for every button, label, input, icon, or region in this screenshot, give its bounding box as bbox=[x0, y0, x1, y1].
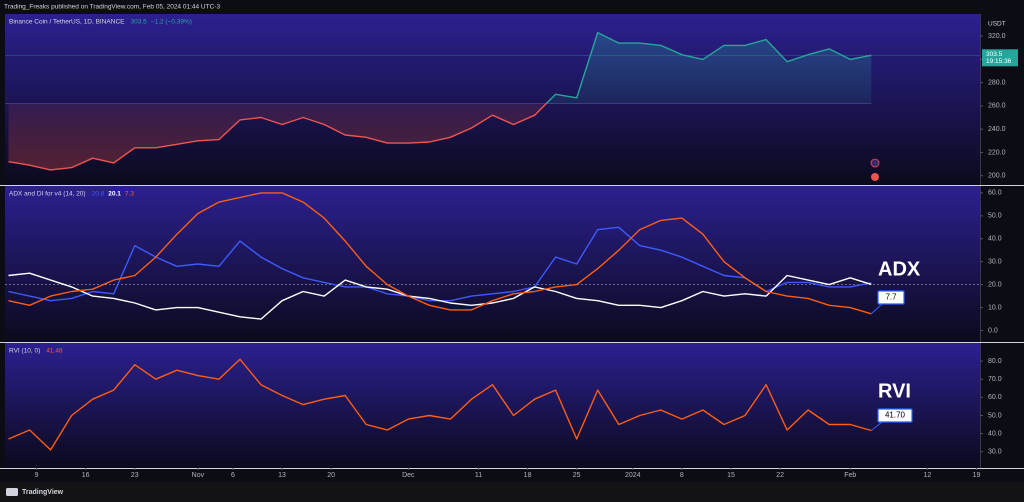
y-tick-label: 280.0 bbox=[988, 79, 1006, 86]
event-icon bbox=[870, 158, 880, 168]
currency-label: USDT bbox=[988, 21, 1006, 28]
x-tick-label: 16 bbox=[82, 472, 90, 479]
baseline-area bbox=[8, 32, 872, 170]
x-tick-label: Feb bbox=[844, 472, 856, 479]
y-tick-label: 30.0 bbox=[988, 449, 1002, 456]
x-tick-label: 20 bbox=[327, 472, 335, 479]
y-tick-label: 60.0 bbox=[988, 394, 1002, 401]
legend-value: 20.8 bbox=[92, 191, 105, 198]
logo bbox=[6, 488, 18, 496]
price-box bbox=[982, 49, 1018, 67]
y-tick-label: 220.0 bbox=[988, 149, 1006, 156]
y-tick-label: 320.0 bbox=[988, 33, 1006, 40]
x-tick-label: 2024 bbox=[625, 472, 641, 479]
x-tick-label: 22 bbox=[776, 472, 784, 479]
series-line bbox=[8, 358, 872, 451]
x-tick-label: 18 bbox=[524, 472, 532, 479]
x-tick-label: 9 bbox=[35, 472, 39, 479]
legend-title: Binance Coin / TetherUS, 1D, BINANCE bbox=[9, 19, 125, 26]
x-tick-label: 23 bbox=[131, 472, 139, 479]
panel-background bbox=[5, 186, 980, 342]
x-tick-label: 25 bbox=[573, 472, 581, 479]
legend-value: −1.2 (−0.39%) bbox=[151, 19, 192, 26]
y-tick-label: 50.0 bbox=[988, 412, 1002, 419]
y-tick-label: 70.0 bbox=[988, 376, 1002, 383]
x-tick-label: 11 bbox=[475, 472, 482, 479]
footer-brand: TradingView bbox=[22, 489, 64, 496]
header-title: Trading_Freaks published on TradingView.… bbox=[4, 4, 220, 11]
series-line bbox=[8, 192, 872, 315]
series-line bbox=[8, 272, 872, 320]
x-tick-label: Nov bbox=[192, 472, 205, 479]
y-tick-label: 30.0 bbox=[988, 259, 1002, 266]
y-tick-label: 260.0 bbox=[988, 103, 1006, 110]
legend-value: 20.1 bbox=[108, 191, 121, 198]
x-tick-label: 8 bbox=[680, 472, 684, 479]
y-tick-label: 10.0 bbox=[988, 304, 1002, 311]
annotation-box bbox=[877, 408, 913, 423]
panel-background bbox=[5, 343, 980, 468]
x-tick-label: 19 bbox=[973, 472, 981, 479]
legend-value: 303.5 bbox=[131, 19, 148, 26]
legend-title: ADX and DI for v4 (14, 20) bbox=[9, 191, 86, 198]
y-tick-label: 200.0 bbox=[988, 173, 1006, 180]
x-tick-label: 15 bbox=[727, 472, 735, 479]
y-tick-label: 20.0 bbox=[988, 281, 1002, 288]
y-tick-label: 240.0 bbox=[988, 126, 1006, 133]
legend-value: 7.3 bbox=[125, 191, 134, 198]
series-line bbox=[8, 31, 872, 171]
y-tick-label: 0.0 bbox=[988, 327, 998, 334]
price-label: 303.5 bbox=[986, 51, 1003, 58]
annotation-pointer bbox=[870, 421, 883, 431]
x-tick-label: 6 bbox=[231, 472, 235, 479]
x-tick-label: 12 bbox=[923, 472, 931, 479]
legend-value: 41.48 bbox=[46, 348, 63, 355]
x-tick-label: Dec bbox=[402, 472, 415, 479]
annotation-title: ADX bbox=[878, 258, 921, 280]
annotation-value: 7.7 bbox=[885, 293, 897, 302]
annotation-pointer bbox=[870, 303, 883, 315]
annotation-title: RVI bbox=[878, 380, 911, 402]
y-tick-label: 40.0 bbox=[988, 236, 1002, 243]
y-tick-label: 50.0 bbox=[988, 213, 1002, 220]
y-tick-label: 40.0 bbox=[988, 430, 1002, 437]
y-tick-label: 60.0 bbox=[988, 190, 1002, 197]
countdown-label: 19:15:36 bbox=[986, 58, 1012, 65]
event-icon bbox=[871, 173, 879, 181]
footer-bar bbox=[0, 482, 1024, 502]
legend-title: RVI (10, 0) bbox=[9, 348, 40, 355]
annotation-value: 41.70 bbox=[885, 411, 906, 420]
annotation-box bbox=[877, 290, 905, 305]
y-tick-label: 80.0 bbox=[988, 358, 1002, 365]
x-tick-label: 13 bbox=[278, 472, 286, 479]
